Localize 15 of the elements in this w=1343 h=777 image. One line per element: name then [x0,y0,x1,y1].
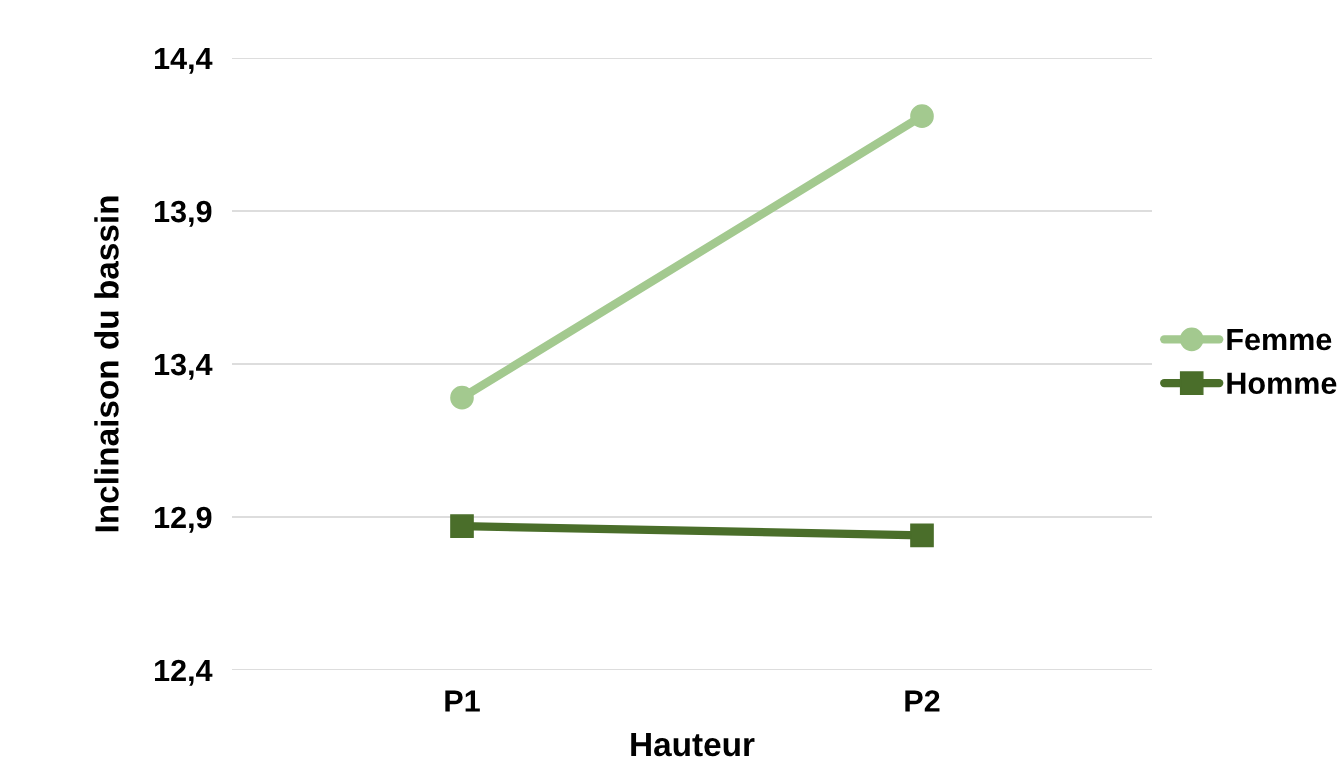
point [450,514,474,538]
y-tick-label: 13,9 [155,200,212,227]
point [910,104,934,128]
legend-label: Homme [1227,372,1337,395]
y-tick-label: 12,4 [155,659,213,686]
y-axis-title: Inclinaison du bassin [94,196,119,532]
x-tick-label: P1 [445,690,480,712]
point [910,523,934,548]
point [450,385,474,410]
x-tick-label: P2 [905,690,940,712]
y-tick-label: 13,4 [155,353,213,380]
y-tick-label: 14,4 [155,48,213,74]
legend-label: Femme [1227,329,1332,351]
y-tick-label: 12,9 [155,506,212,533]
x-axis-title: Hauteur [631,733,755,757]
